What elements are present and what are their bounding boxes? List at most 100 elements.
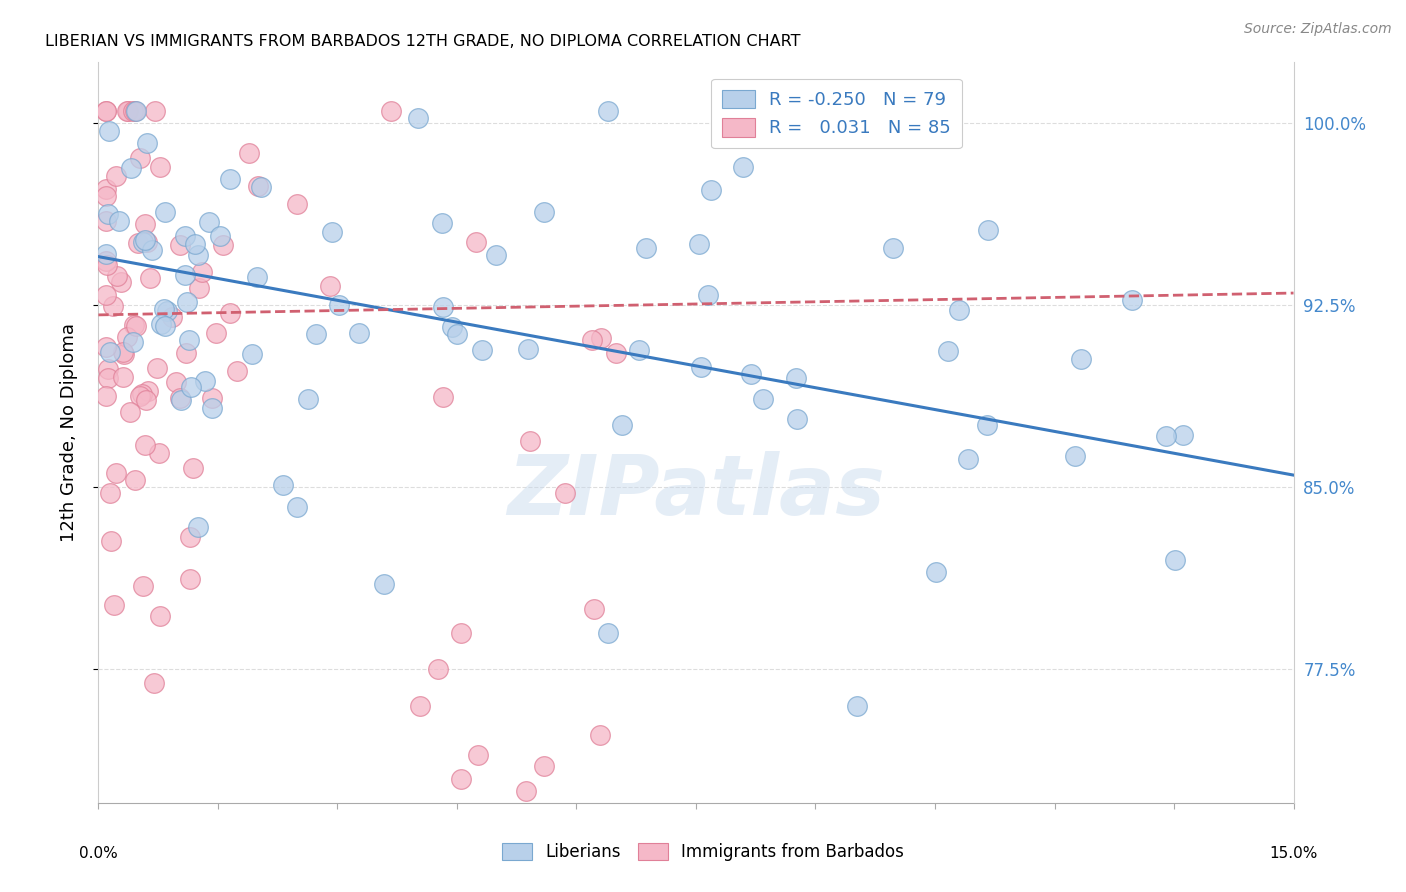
Point xyxy=(149,317,172,331)
Point xyxy=(408,112,430,126)
Point xyxy=(519,434,541,449)
Point xyxy=(104,169,127,183)
Point xyxy=(246,270,269,285)
Point xyxy=(97,371,120,385)
Point xyxy=(936,344,959,359)
Point xyxy=(174,268,197,282)
Point xyxy=(605,346,627,360)
Point xyxy=(212,238,235,252)
Point xyxy=(690,359,713,374)
Point xyxy=(100,534,122,549)
Point xyxy=(976,417,998,432)
Legend: R = -0.250   N = 79, R =   0.031   N = 85: R = -0.250 N = 79, R = 0.031 N = 85 xyxy=(711,78,962,148)
Point xyxy=(450,626,472,640)
Point xyxy=(925,565,948,579)
Point xyxy=(112,346,135,360)
Point xyxy=(184,236,207,251)
Point xyxy=(131,579,153,593)
Point xyxy=(589,330,612,344)
Point xyxy=(610,418,633,433)
Point xyxy=(1121,293,1143,308)
Point xyxy=(465,235,488,249)
Point xyxy=(96,340,118,354)
Point xyxy=(96,389,118,403)
Point xyxy=(1154,428,1177,442)
Point xyxy=(380,103,402,118)
Point xyxy=(596,103,619,118)
Point xyxy=(471,343,494,357)
Point xyxy=(98,344,121,359)
Point xyxy=(153,318,176,333)
Point xyxy=(533,204,555,219)
Text: 15.0%: 15.0% xyxy=(1270,847,1317,862)
Point xyxy=(432,216,454,230)
Point xyxy=(318,279,340,293)
Point xyxy=(177,333,200,347)
Point xyxy=(134,217,156,231)
Point xyxy=(132,235,155,250)
Point xyxy=(142,676,165,690)
Point xyxy=(138,271,160,285)
Point xyxy=(845,698,868,713)
Point xyxy=(786,412,808,426)
Point xyxy=(554,486,576,500)
Point xyxy=(328,298,350,312)
Point xyxy=(96,213,118,227)
Point xyxy=(582,601,605,615)
Point xyxy=(976,223,998,237)
Point xyxy=(101,299,124,313)
Point xyxy=(112,369,135,384)
Point xyxy=(696,287,718,301)
Point xyxy=(149,609,172,624)
Point xyxy=(240,347,263,361)
Point xyxy=(733,160,755,174)
Point xyxy=(271,478,294,492)
Point xyxy=(134,438,156,452)
Point xyxy=(627,343,650,358)
Point xyxy=(96,253,118,268)
Point xyxy=(285,197,308,211)
Point xyxy=(124,319,146,334)
Point xyxy=(191,265,214,279)
Point xyxy=(1164,553,1187,567)
Point xyxy=(598,626,620,640)
Point xyxy=(218,306,240,320)
Point xyxy=(187,248,209,262)
Point xyxy=(152,301,174,316)
Point xyxy=(122,318,145,332)
Point xyxy=(752,392,775,407)
Point xyxy=(169,392,191,406)
Point xyxy=(1070,352,1092,367)
Point xyxy=(121,335,143,350)
Point xyxy=(349,326,371,340)
Point xyxy=(533,759,555,773)
Point xyxy=(135,393,157,408)
Point xyxy=(128,151,150,165)
Point xyxy=(124,103,146,118)
Point xyxy=(136,136,159,150)
Point xyxy=(179,572,201,586)
Point xyxy=(188,280,211,294)
Point xyxy=(219,171,242,186)
Point xyxy=(124,473,146,487)
Point xyxy=(129,389,152,403)
Point xyxy=(427,662,450,676)
Point xyxy=(238,145,260,160)
Point xyxy=(127,235,149,250)
Point xyxy=(117,103,139,118)
Point xyxy=(515,783,537,797)
Point xyxy=(250,180,273,194)
Point xyxy=(148,446,170,460)
Point xyxy=(160,310,183,325)
Point xyxy=(122,103,145,118)
Point xyxy=(136,384,159,398)
Legend: Liberians, Immigrants from Barbados: Liberians, Immigrants from Barbados xyxy=(495,836,911,868)
Point xyxy=(120,161,142,175)
Text: LIBERIAN VS IMMIGRANTS FROM BARBADOS 12TH GRADE, NO DIPLOMA CORRELATION CHART: LIBERIAN VS IMMIGRANTS FROM BARBADOS 12T… xyxy=(45,34,800,49)
Point xyxy=(589,728,612,742)
Point xyxy=(173,229,195,244)
Point xyxy=(105,466,128,480)
Point xyxy=(96,247,118,261)
Point xyxy=(131,386,153,401)
Point xyxy=(97,362,120,376)
